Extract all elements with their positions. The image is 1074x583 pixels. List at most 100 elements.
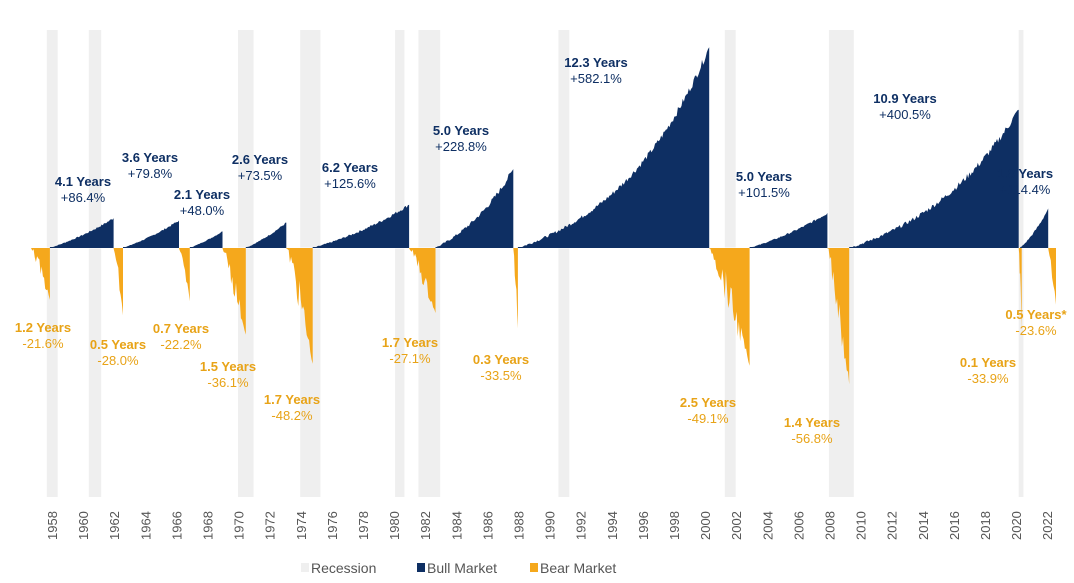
x-tick-label-2018: 2018: [978, 511, 993, 540]
x-tick-label-1984: 1984: [449, 511, 464, 540]
bull-label-1-duration: 3.6 Years: [122, 150, 178, 165]
bear-market-area-6: [513, 248, 518, 329]
legend-label-0: Recession: [311, 560, 376, 576]
bear-market-area-0: [31, 248, 50, 300]
x-tick-label-1978: 1978: [356, 511, 371, 540]
legend-swatch-0: [301, 563, 309, 572]
x-tick-label-2012: 2012: [885, 511, 900, 540]
x-tick-label-1962: 1962: [107, 511, 122, 540]
legend-swatch-1: [417, 563, 425, 572]
bear-label-6-change: -33.5%: [480, 368, 522, 383]
bear-label-9-change: -33.9%: [967, 371, 1009, 386]
bear-label-2-change: -22.2%: [160, 337, 202, 352]
bull-label-9-change: +114.4%: [1000, 182, 1051, 197]
x-tick-label-2016: 2016: [947, 511, 962, 540]
bear-market-area-1: [113, 248, 123, 316]
bull-market-areas: [49, 47, 1049, 249]
x-tick-label-1958: 1958: [45, 511, 60, 540]
x-tick-label-1992: 1992: [574, 511, 589, 540]
bear-label-1-change: -28.0%: [97, 353, 139, 368]
bull-market-area-1: [123, 220, 179, 248]
period-labels: 4.1 Years+86.4%3.6 Years+79.8%2.1 Years+…: [15, 55, 1068, 446]
bear-label-4-change: -48.2%: [271, 408, 313, 423]
x-tick-label-2022: 2022: [1040, 511, 1055, 540]
legend-swatch-2: [530, 563, 538, 572]
x-tick-label-1982: 1982: [418, 511, 433, 540]
bear-label-7-duration: 2.5 Years: [680, 395, 736, 410]
bear-label-0-change: -21.6%: [22, 336, 64, 351]
x-tick-label-1986: 1986: [480, 511, 495, 540]
x-tick-label-2002: 2002: [729, 511, 744, 540]
bull-label-2-change: +48.0%: [180, 203, 225, 218]
bull-label-7-change: +101.5%: [738, 185, 790, 200]
x-tick-label-1966: 1966: [169, 511, 184, 540]
bear-label-10-duration: 0.5 Years*: [1005, 307, 1067, 322]
bull-market-area-9: [1020, 208, 1049, 248]
bear-label-8-duration: 1.4 Years: [784, 415, 840, 430]
bull-label-5-change: +228.8%: [435, 139, 487, 154]
bull-label-7-duration: 5.0 Years: [736, 169, 792, 184]
bull-label-0-duration: 4.1 Years: [55, 174, 111, 189]
x-tick-label-2006: 2006: [791, 511, 806, 540]
bear-market-area-7: [709, 248, 750, 366]
x-tick-label-2000: 2000: [698, 511, 713, 540]
x-tick-label-1994: 1994: [605, 511, 620, 540]
bull-label-0-change: +86.4%: [61, 190, 106, 205]
bear-label-6-duration: 0.3 Years: [473, 352, 529, 367]
bear-market-area-3: [222, 248, 246, 335]
bear-market-areas: [31, 248, 1056, 385]
x-tick-label-1968: 1968: [201, 511, 216, 540]
x-tick-label-1990: 1990: [543, 511, 558, 540]
x-tick-label-2020: 2020: [1009, 511, 1024, 540]
bull-label-9-duration: 1.8 Years: [997, 166, 1053, 181]
x-tick-label-1960: 1960: [76, 511, 91, 540]
bull-market-area-3: [245, 222, 287, 248]
recession-band-0: [46, 30, 58, 497]
bear-market-area-8: [827, 248, 850, 385]
x-tick-label-2014: 2014: [916, 511, 931, 540]
bear-market-area-10: [1048, 248, 1056, 305]
bull-label-3-change: +73.5%: [238, 168, 283, 183]
x-tick-label-1998: 1998: [667, 511, 682, 540]
bear-label-10-change: -23.6%: [1015, 323, 1057, 338]
bear-label-1-duration: 0.5 Years: [90, 337, 146, 352]
bear-market-area-9: [1018, 248, 1022, 330]
bull-market-area-5: [435, 169, 514, 248]
bull-label-2-duration: 2.1 Years: [174, 187, 230, 202]
bull-market-area-7: [749, 213, 828, 248]
legend-label-2: Bear Market: [540, 560, 616, 576]
bear-label-5-change: -27.1%: [389, 351, 431, 366]
bear-label-3-change: -36.1%: [207, 375, 249, 390]
bear-market-area-5: [409, 248, 436, 313]
bear-label-8-change: -56.8%: [791, 431, 833, 446]
x-tick-label-2010: 2010: [854, 511, 869, 540]
bull-label-5-duration: 5.0 Years: [433, 123, 489, 138]
x-tick-label-1996: 1996: [636, 511, 651, 540]
x-tick-label-1976: 1976: [325, 511, 340, 540]
bear-label-4-duration: 1.7 Years: [264, 392, 320, 407]
bear-market-area-2: [179, 248, 190, 302]
recession-band-4: [395, 30, 405, 497]
bear-label-2-duration: 0.7 Years: [153, 321, 209, 336]
x-tick-label-2004: 2004: [760, 511, 775, 540]
bull-market-area-2: [189, 231, 223, 248]
recession-band-6: [558, 30, 570, 497]
legend-label-1: Bull Market: [427, 560, 497, 576]
bull-label-4-change: +125.6%: [324, 176, 376, 191]
bull-label-8-duration: 10.9 Years: [873, 91, 936, 106]
bull-label-6-change: +582.1%: [570, 71, 622, 86]
bear-label-9-duration: 0.1 Years: [960, 355, 1016, 370]
x-tick-label-1972: 1972: [263, 511, 278, 540]
bull-label-8-change: +400.5%: [879, 107, 931, 122]
bull-market-area-8: [849, 109, 1019, 248]
bull-market-area-6: [517, 47, 710, 249]
bear-label-7-change: -49.1%: [687, 411, 729, 426]
legend: Recession Bull Market Bear Market: [301, 560, 616, 576]
bull-label-1-change: +79.8%: [128, 166, 173, 181]
bull-label-3-duration: 2.6 Years: [232, 152, 288, 167]
x-tick-label-2008: 2008: [823, 511, 838, 540]
bull-label-4-duration: 6.2 Years: [322, 160, 378, 175]
bull-market-area-4: [312, 204, 410, 248]
x-tick-label-1964: 1964: [138, 511, 153, 540]
bear-label-5-duration: 1.7 Years: [382, 335, 438, 350]
